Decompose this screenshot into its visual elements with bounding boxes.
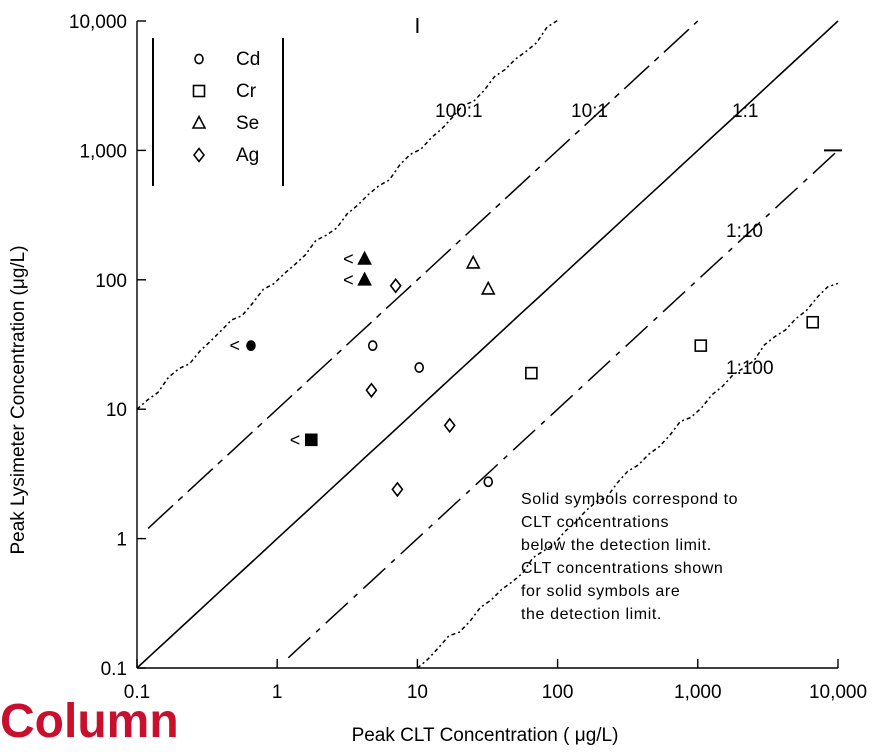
data-points: <<<< bbox=[229, 249, 820, 498]
x-tick-label: 10 bbox=[407, 682, 428, 703]
x-axis-label: Peak CLT Concentration ( μg/L) bbox=[352, 725, 619, 746]
reference-line-1-to-100 bbox=[416, 282, 839, 669]
se-data-point bbox=[357, 271, 372, 286]
annotation-line: CLT concentrations bbox=[521, 514, 669, 531]
legend-se-icon bbox=[191, 114, 207, 129]
y-tick-label: 0.1 bbox=[101, 659, 127, 680]
annotation-line: the detection limit. bbox=[521, 606, 662, 623]
se-data-point bbox=[357, 250, 372, 265]
annotation-line: for solid symbols are bbox=[521, 583, 680, 600]
ratio-label: 1:1 bbox=[732, 101, 758, 122]
legend-cr-icon bbox=[192, 84, 206, 98]
cr-data-point bbox=[525, 366, 538, 380]
cd-data-point bbox=[483, 476, 494, 488]
reference-line-100-to-1 bbox=[136, 19, 559, 410]
annotation-line: CLT concentrations shown bbox=[521, 560, 723, 577]
ag-data-point bbox=[365, 382, 378, 399]
ratio-labels: 100:1 10:1 1:1 1:10 1:100 bbox=[435, 101, 774, 379]
x-tick-label: 100 bbox=[542, 682, 574, 703]
cr-data-point bbox=[694, 339, 708, 352]
y-tick-label: 10,000 bbox=[69, 12, 127, 33]
cd-data-point bbox=[414, 362, 424, 373]
cr-data-point bbox=[304, 433, 318, 447]
legend: Cd Cr Se Ag bbox=[152, 38, 284, 186]
annotation-line: Solid symbols correspond to bbox=[521, 491, 738, 508]
y-tick-label: 100 bbox=[95, 271, 127, 292]
detection-limit-note: Solid symbols correspond to CLT concentra… bbox=[521, 491, 738, 623]
watermark-text: Column bbox=[0, 695, 179, 748]
cd-data-point bbox=[367, 340, 378, 352]
below-detection-mark: < bbox=[343, 249, 354, 269]
y-tick-label: 1 bbox=[116, 530, 127, 551]
ratio-label: 100:1 bbox=[435, 101, 483, 122]
legend-label: Ag bbox=[236, 145, 259, 166]
legend-label: Cr bbox=[236, 81, 257, 102]
reference-lines bbox=[136, 19, 839, 669]
legend-ag-icon bbox=[192, 147, 206, 163]
annotation-line: below the detection limit. bbox=[521, 537, 712, 554]
x-tick-label: 1,000 bbox=[674, 682, 722, 703]
legend-cd-icon bbox=[194, 53, 204, 65]
ratio-label: 1:100 bbox=[726, 358, 774, 379]
ag-data-point bbox=[391, 481, 404, 498]
se-data-point bbox=[480, 280, 496, 295]
x-tick-label: 0.1 bbox=[124, 682, 150, 703]
se-data-point bbox=[465, 254, 481, 269]
ag-data-point bbox=[389, 277, 402, 294]
reference-line-1-to-1 bbox=[136, 20, 839, 669]
cd-data-point bbox=[246, 340, 256, 352]
reference-line-10-to-1 bbox=[147, 20, 699, 529]
y-tick-label: 1,000 bbox=[79, 141, 127, 162]
ag-data-point bbox=[443, 417, 456, 434]
plot-axes bbox=[136, 21, 838, 669]
reference-line-1-to-10 bbox=[287, 149, 839, 659]
legend-label: Se bbox=[236, 113, 259, 134]
legend-label: Cd bbox=[236, 49, 260, 70]
ratio-label: 1:10 bbox=[726, 221, 763, 242]
x-tick-label: 10,000 bbox=[809, 682, 867, 703]
y-tick-label: 10 bbox=[106, 400, 127, 421]
axis-ticks: 0.1 1 10 100 1,000 10,000 0.1 1 10 100 1,000 10,000 bbox=[69, 12, 867, 703]
x-tick-label: 1 bbox=[272, 682, 283, 703]
below-detection-mark: < bbox=[290, 430, 301, 450]
cr-data-point bbox=[806, 315, 820, 329]
y-axis-label: Peak Lysimeter Concentration (μg/L) bbox=[8, 245, 29, 554]
below-detection-mark: < bbox=[343, 270, 354, 290]
ratio-label: 10:1 bbox=[571, 101, 608, 122]
below-detection-mark: < bbox=[229, 336, 240, 356]
